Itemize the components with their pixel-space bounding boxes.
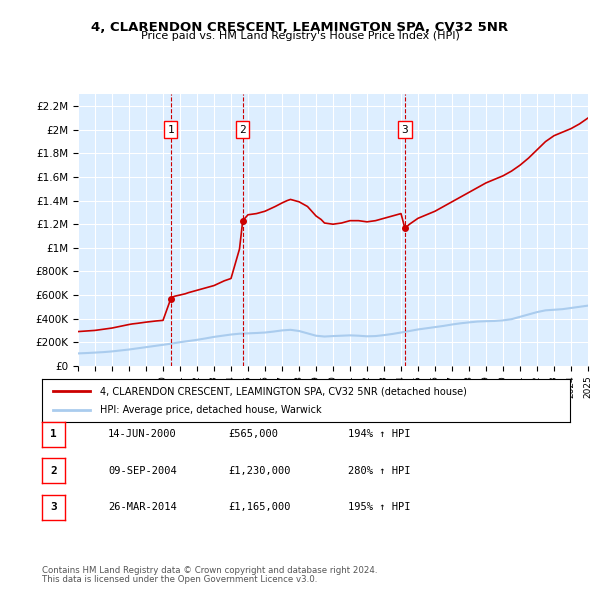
Text: 14-JUN-2000: 14-JUN-2000 <box>108 430 177 439</box>
Text: 195% ↑ HPI: 195% ↑ HPI <box>348 503 410 512</box>
Text: This data is licensed under the Open Government Licence v3.0.: This data is licensed under the Open Gov… <box>42 575 317 584</box>
Text: 3: 3 <box>401 125 408 135</box>
Text: 4, CLARENDON CRESCENT, LEAMINGTON SPA, CV32 5NR (detached house): 4, CLARENDON CRESCENT, LEAMINGTON SPA, C… <box>100 386 467 396</box>
Text: £1,165,000: £1,165,000 <box>228 503 290 512</box>
Text: HPI: Average price, detached house, Warwick: HPI: Average price, detached house, Warw… <box>100 405 322 415</box>
Text: 09-SEP-2004: 09-SEP-2004 <box>108 466 177 476</box>
Text: Price paid vs. HM Land Registry's House Price Index (HPI): Price paid vs. HM Land Registry's House … <box>140 31 460 41</box>
Text: 280% ↑ HPI: 280% ↑ HPI <box>348 466 410 476</box>
Text: Contains HM Land Registry data © Crown copyright and database right 2024.: Contains HM Land Registry data © Crown c… <box>42 566 377 575</box>
Text: 2: 2 <box>239 125 246 135</box>
Text: £565,000: £565,000 <box>228 430 278 439</box>
Text: 2: 2 <box>50 466 57 476</box>
Text: £1,230,000: £1,230,000 <box>228 466 290 476</box>
Text: 3: 3 <box>50 503 57 512</box>
Text: 194% ↑ HPI: 194% ↑ HPI <box>348 430 410 439</box>
Text: 4, CLARENDON CRESCENT, LEAMINGTON SPA, CV32 5NR: 4, CLARENDON CRESCENT, LEAMINGTON SPA, C… <box>91 21 509 34</box>
Text: 1: 1 <box>50 430 57 439</box>
Text: 1: 1 <box>167 125 174 135</box>
Text: 26-MAR-2014: 26-MAR-2014 <box>108 503 177 512</box>
